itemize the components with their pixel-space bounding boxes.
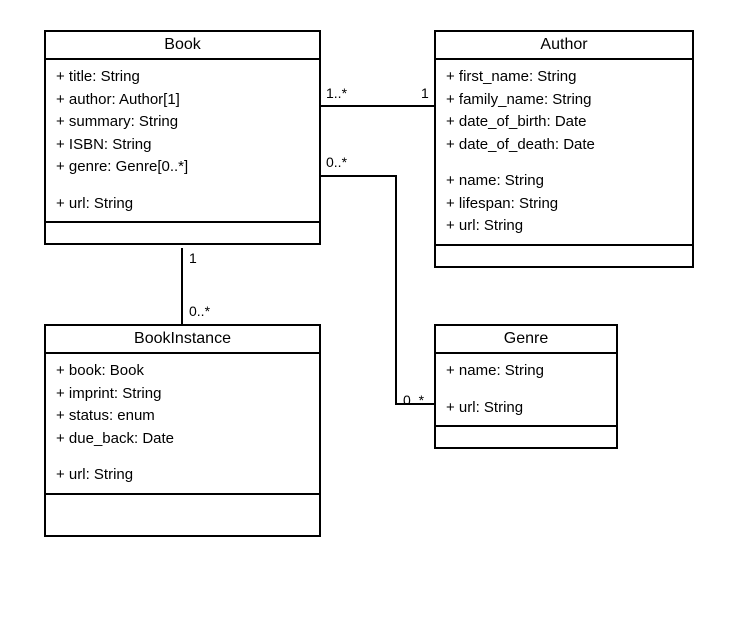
class-bookinstance-title: BookInstance: [46, 326, 319, 354]
class-bookinstance-footer: [46, 495, 319, 535]
attr-row: + imprint: String: [56, 383, 309, 406]
class-book: Book + title: String + author: Author[1]…: [44, 30, 321, 245]
attr-row: + date_of_birth: Date: [446, 111, 682, 134]
class-author-title: Author: [436, 32, 692, 60]
attr-row: + url: String: [446, 397, 606, 420]
mult-book-genre-bottom: 0..*: [403, 392, 424, 408]
attr-row: + status: enum: [56, 405, 309, 428]
edge-book-genre: [321, 176, 434, 404]
class-author-body: + first_name: String + family_name: Stri…: [436, 60, 692, 246]
attr-row: + family_name: String: [446, 89, 682, 112]
class-genre-body: + name: String + url: String: [436, 354, 616, 427]
attr-row: + name: String: [446, 360, 606, 383]
attr-row: + book: Book: [56, 360, 309, 383]
class-genre: Genre + name: String + url: String: [434, 324, 618, 449]
class-genre-title: Genre: [436, 326, 616, 354]
class-genre-footer: [436, 427, 616, 447]
attr-row: + name: String: [446, 170, 682, 193]
class-bookinstance: BookInstance + book: Book + imprint: Str…: [44, 324, 321, 537]
mult-book-bookinstance-top: 1: [189, 250, 197, 266]
class-author-footer: [436, 246, 692, 266]
attr-row: + ISBN: String: [56, 134, 309, 157]
attr-row: + url: String: [56, 193, 309, 216]
attr-row: + genre: Genre[0..*]: [56, 156, 309, 179]
attr-row: + author: Author[1]: [56, 89, 309, 112]
attr-row: + lifespan: String: [446, 193, 682, 216]
class-book-title: Book: [46, 32, 319, 60]
mult-book-bookinstance-bottom: 0..*: [189, 303, 210, 319]
class-author: Author + first_name: String + family_nam…: [434, 30, 694, 268]
class-bookinstance-body: + book: Book + imprint: String + status:…: [46, 354, 319, 495]
class-book-body: + title: String + author: Author[1] + su…: [46, 60, 319, 223]
attr-row: + url: String: [446, 215, 682, 238]
attr-row: + title: String: [56, 66, 309, 89]
attr-row: + summary: String: [56, 111, 309, 134]
mult-book-author-right: 1: [421, 85, 429, 101]
class-book-footer: [46, 223, 319, 243]
attr-row: + due_back: Date: [56, 428, 309, 451]
attr-row: + url: String: [56, 464, 309, 487]
attr-row: + first_name: String: [446, 66, 682, 89]
mult-book-author-left: 1..*: [326, 85, 347, 101]
mult-book-genre-top: 0..*: [326, 154, 347, 170]
attr-row: + date_of_death: Date: [446, 134, 682, 157]
